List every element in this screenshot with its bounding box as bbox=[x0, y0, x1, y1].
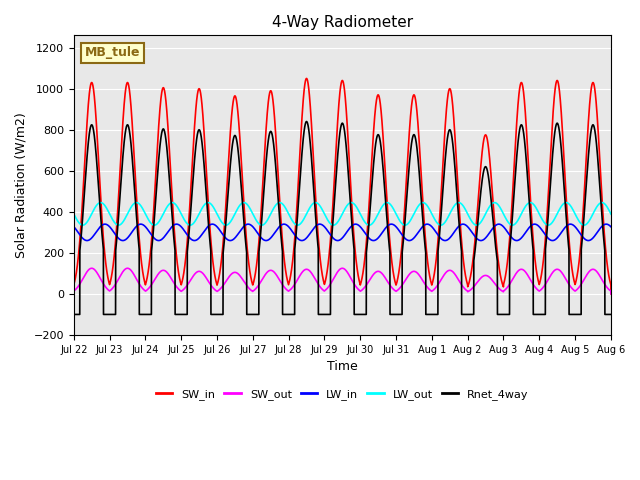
LW_out bbox=[634, 200, 640, 205]
SW_in bbox=[561, 165, 568, 170]
X-axis label: Time: Time bbox=[327, 360, 358, 373]
LW_out bbox=[189, 221, 196, 227]
Title: 4-Way Radiometer: 4-Way Radiometer bbox=[272, 15, 413, 30]
SW_in bbox=[413, 103, 420, 109]
Line: SW_in: SW_in bbox=[74, 78, 640, 294]
LW_in bbox=[189, 237, 196, 243]
LW_out bbox=[79, 222, 86, 228]
LW_out bbox=[382, 200, 390, 206]
SW_in bbox=[189, 156, 196, 162]
SW_in bbox=[303, 75, 310, 81]
Text: MB_tule: MB_tule bbox=[84, 46, 140, 60]
LW_out bbox=[518, 211, 525, 216]
LW_out bbox=[70, 211, 77, 217]
SW_out bbox=[413, 269, 420, 275]
SW_in bbox=[70, 282, 77, 288]
Rnet_4way bbox=[546, 192, 554, 198]
SW_out bbox=[546, 274, 554, 280]
LW_out bbox=[561, 200, 568, 206]
Rnet_4way bbox=[70, 312, 77, 317]
SW_out bbox=[607, 291, 615, 297]
SW_in bbox=[518, 80, 525, 85]
SW_out bbox=[518, 266, 525, 272]
LW_in bbox=[406, 238, 413, 243]
LW_in bbox=[381, 225, 389, 231]
Line: SW_out: SW_out bbox=[74, 268, 640, 294]
LW_in bbox=[518, 235, 525, 240]
Rnet_4way bbox=[382, 199, 390, 205]
SW_in bbox=[382, 177, 390, 182]
SW_in bbox=[546, 168, 554, 173]
Line: Rnet_4way: Rnet_4way bbox=[74, 121, 640, 314]
Rnet_4way bbox=[561, 190, 568, 195]
LW_out bbox=[413, 206, 420, 212]
LW_in bbox=[561, 225, 568, 231]
SW_out bbox=[189, 274, 196, 280]
Legend: SW_in, SW_out, LW_in, LW_out, Rnet_4way: SW_in, SW_out, LW_in, LW_out, Rnet_4way bbox=[151, 384, 533, 404]
SW_out bbox=[70, 288, 77, 294]
Y-axis label: Solar Radiation (W/m2): Solar Radiation (W/m2) bbox=[15, 112, 28, 258]
LW_in bbox=[70, 224, 77, 229]
SW_out bbox=[382, 276, 390, 281]
SW_out bbox=[88, 265, 95, 271]
SW_out bbox=[561, 274, 568, 280]
Rnet_4way bbox=[518, 122, 525, 128]
LW_out bbox=[546, 222, 554, 228]
Rnet_4way bbox=[189, 183, 196, 189]
Rnet_4way bbox=[413, 141, 420, 146]
LW_in bbox=[546, 237, 554, 242]
LW_in bbox=[388, 221, 396, 227]
LW_in bbox=[413, 232, 420, 238]
Line: LW_in: LW_in bbox=[74, 224, 640, 240]
Line: LW_out: LW_out bbox=[74, 203, 640, 225]
SW_in bbox=[607, 291, 615, 297]
Rnet_4way bbox=[303, 119, 310, 124]
